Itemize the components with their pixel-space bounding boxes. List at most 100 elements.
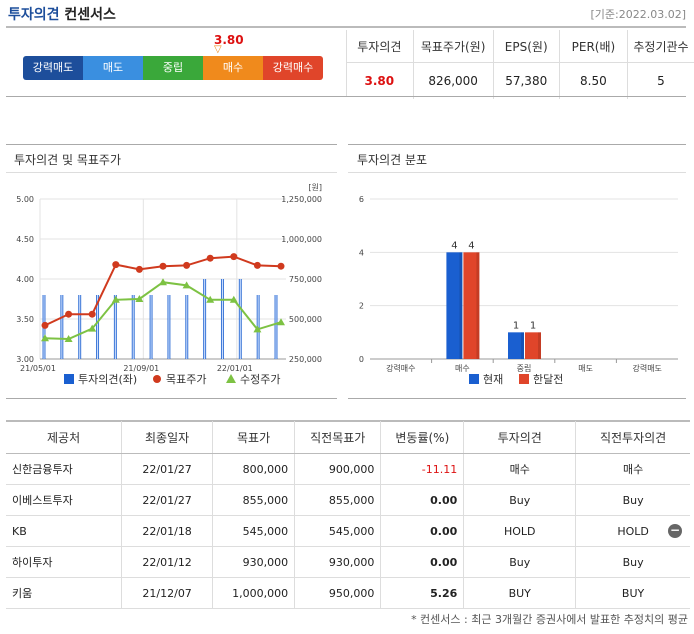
opinion-bar-highlight — [132, 295, 134, 359]
rating-segment: 강력매도 — [23, 56, 83, 80]
consensus-value: 8.50 — [559, 62, 629, 99]
x-tick-label: 21/05/01 — [20, 364, 56, 373]
broker-provider: 신한금융투자 — [12, 463, 73, 476]
broker-target: 930,000 — [242, 555, 289, 569]
broker-date: 22/01/12 — [142, 555, 192, 569]
rating-value: 3.80 — [214, 33, 244, 47]
opinion-target-chart: 5.00 4.50 4.00 3.50 3.00 1,250,000 1,000,000 75… — [16, 183, 322, 386]
broker-header: 최종일자 — [121, 421, 213, 454]
broker-prev-target: 930,000 — [328, 555, 375, 569]
opinion-bar-highlight — [186, 295, 188, 359]
y-tick-label: 0 — [359, 355, 364, 364]
broker-date: 22/01/18 — [142, 524, 192, 538]
x-tick-label: 매도 — [578, 364, 593, 373]
rating-segment: 강력매수 — [263, 56, 323, 80]
distribution-bar-shade — [538, 332, 541, 359]
y-left-tick-label: 4.00 — [16, 275, 34, 284]
unit-label: [원] — [308, 183, 322, 192]
target-price-point — [183, 261, 191, 269]
x-tick-label: 강력매수 — [386, 363, 415, 373]
panel-bottom-border — [348, 398, 686, 399]
target-price-point — [112, 261, 120, 269]
x-tick-label: 매수 — [455, 364, 470, 373]
broker-target: 855,000 — [242, 493, 289, 507]
y-left-tick-label: 4.50 — [16, 235, 34, 244]
broker-prev-target: 900,000 — [328, 462, 375, 476]
stock-price-point — [159, 278, 167, 286]
opinion-bar-highlight — [114, 295, 116, 359]
legend-label: 투자의견(좌) — [78, 373, 137, 386]
target-price-point — [277, 262, 285, 270]
consensus-header: 추정기관수 — [633, 39, 689, 54]
opinion-bar-highlight — [239, 279, 241, 359]
broker-change: 0.00 — [430, 524, 458, 538]
distribution-bar — [446, 252, 463, 359]
bar-data-label: 1 — [513, 320, 519, 331]
rating-segment: 매도 — [83, 56, 143, 80]
broker-prev-opinion: Buy — [622, 493, 644, 507]
distribution-bar — [508, 332, 524, 359]
distribution-bar — [525, 332, 541, 359]
consensus-value: 3.80 — [346, 62, 414, 99]
opinion-bar-highlight — [61, 295, 63, 359]
x-tick-label: 22/01/01 — [217, 364, 253, 373]
panel-title-right: 투자의견 분포 — [357, 153, 428, 167]
consensus-header: 목표주가(원) — [413, 30, 494, 63]
legend-label: 수정주가 — [240, 373, 280, 386]
consensus-table: 투자의견 목표주가(원) EPS(원) PER(배) 추정기관수 3.80 82… — [346, 30, 694, 99]
broker-opinion: HOLD — [503, 524, 536, 538]
opinion-bar-highlight — [79, 295, 81, 359]
broker-provider: 이베스트투자 — [12, 494, 73, 507]
opinion-bar-highlight — [221, 279, 223, 359]
broker-table: 제공처 최종일자 목표가 직전목표가 변동률(%) 투자의견 직전투자의견 신한… — [6, 421, 690, 609]
collapse-icon[interactable]: − — [668, 523, 682, 538]
broker-opinion: BUY — [508, 586, 531, 600]
table-row: KB 22/01/18 545,000 545,000 0.00 HOLD HOLD − — [6, 515, 690, 547]
target-price-point — [230, 253, 238, 261]
broker-header: 직전투자의견 — [575, 421, 690, 454]
target-price-point — [65, 310, 73, 318]
broker-prev-opinion: Buy — [622, 555, 644, 569]
title-main: 투자의견 — [8, 7, 60, 23]
title-sub: 컨센서스 — [64, 7, 116, 23]
broker-target: 545,000 — [242, 524, 289, 538]
opinion-bar-highlight — [168, 295, 170, 359]
broker-prev-target: 950,000 — [328, 586, 375, 600]
broker-date: 22/01/27 — [142, 462, 192, 476]
consensus-value: 826,000 — [413, 62, 494, 99]
broker-prev-target: 855,000 — [328, 493, 375, 507]
stock-price-point — [64, 335, 73, 342]
broker-header: 목표가 — [212, 421, 295, 454]
broker-prev-opinion: BUY — [621, 586, 645, 600]
target-price-point — [88, 310, 96, 318]
y-right-tick-label: 1,250,000 — [281, 195, 322, 204]
target-price-point — [206, 254, 214, 262]
consensus-value: 5 — [627, 62, 694, 99]
rating-segment: 중립 — [143, 56, 203, 80]
table-row: 하이투자 22/01/12 930,000 930,000 0.00 Buy Buy — [6, 546, 690, 578]
reference-date: [기준:2022.03.02] — [590, 8, 686, 21]
target-price-point — [135, 265, 143, 273]
section-divider — [6, 96, 686, 97]
legend-swatch-opinion — [64, 374, 74, 384]
opinion-bar-highlight — [275, 295, 277, 359]
distribution-bar-shade — [476, 252, 480, 359]
broker-change: -11.11 — [421, 462, 458, 476]
bar-data-label: 4 — [451, 240, 457, 251]
opinion-bar-highlight — [150, 295, 152, 359]
broker-target: 800,000 — [242, 462, 289, 476]
legend-swatch-target — [153, 375, 161, 383]
opinion-bar-highlight — [97, 295, 99, 359]
stock-price-point — [111, 295, 120, 303]
target-price-point — [159, 262, 167, 270]
panel-top-border — [6, 144, 337, 145]
panel-title-left: 투자의견 및 목표주가 — [14, 153, 121, 167]
distribution-bar — [463, 252, 480, 359]
broker-header: 제공처 — [6, 421, 122, 454]
consensus-value: 57,380 — [493, 62, 560, 99]
rating-marker-icon: ▽ — [214, 44, 222, 55]
legend-swatch-current — [469, 374, 479, 384]
stock-price-point — [253, 325, 262, 333]
legend-swatch-stock — [226, 374, 236, 383]
legend-label: 현재 — [483, 373, 503, 386]
